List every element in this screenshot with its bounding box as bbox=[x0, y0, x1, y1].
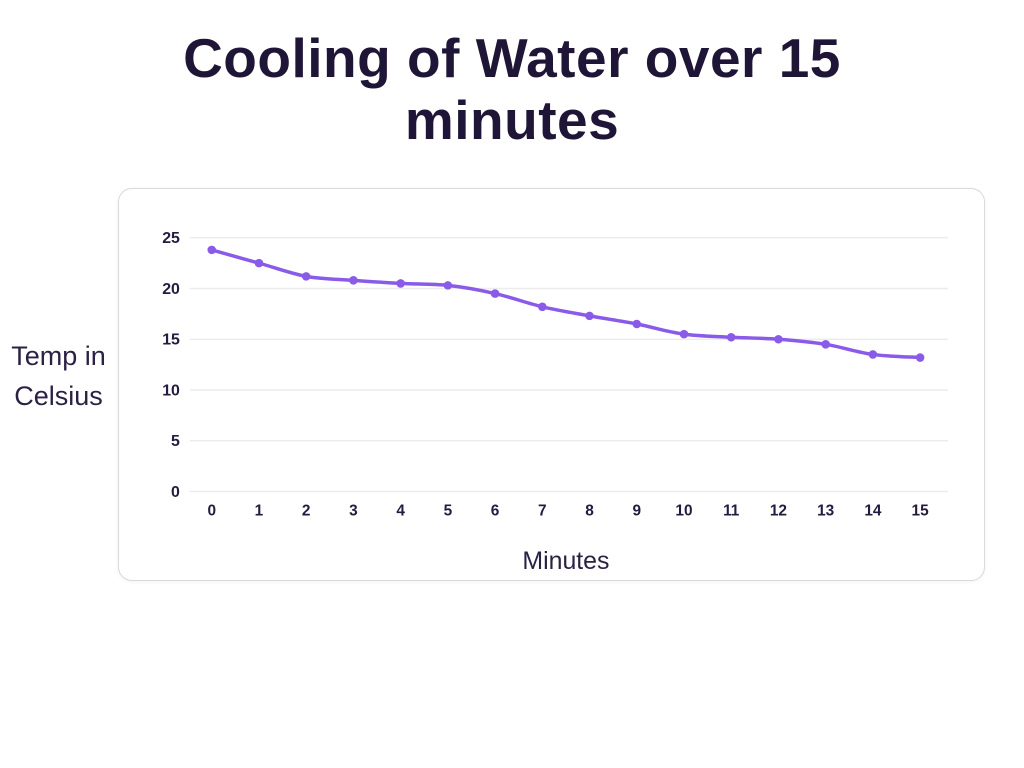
data-point-marker bbox=[349, 276, 358, 285]
x-tick-label: 4 bbox=[396, 502, 405, 519]
x-tick-label: 12 bbox=[770, 502, 787, 519]
x-tick-label: 5 bbox=[444, 502, 453, 519]
data-point-marker bbox=[396, 279, 405, 288]
y-tick-label: 5 bbox=[171, 433, 180, 450]
y-tick-label: 15 bbox=[162, 332, 180, 349]
y-tick-label: 25 bbox=[162, 230, 180, 247]
x-tick-label: 7 bbox=[538, 502, 547, 519]
x-tick-label: 9 bbox=[632, 502, 641, 519]
data-point-marker bbox=[679, 329, 689, 339]
data-point-marker bbox=[254, 258, 264, 268]
chart-card: 0 5 10 15 20 25 0 1 2 3 4 5 6 7 8 9 10 11 12 13 14 15 Minutes bbox=[118, 188, 985, 581]
x-tick-label: 10 bbox=[675, 502, 692, 519]
data-point-marker bbox=[726, 332, 736, 342]
x-tick-label: 11 bbox=[723, 502, 740, 519]
data-point-marker bbox=[538, 302, 547, 312]
x-tick-label: 14 bbox=[864, 502, 882, 519]
x-tick-label: 6 bbox=[491, 502, 500, 519]
data-point-marker bbox=[490, 289, 500, 298]
data-point-marker bbox=[443, 281, 453, 290]
x-tick-label: 0 bbox=[207, 502, 216, 519]
x-tick-label: 15 bbox=[912, 502, 930, 519]
x-tick-label: 13 bbox=[817, 502, 835, 519]
y-axis-title: Temp in Celsius bbox=[11, 341, 106, 411]
data-point-marker bbox=[868, 350, 878, 359]
y-tick-label: 20 bbox=[162, 281, 180, 298]
x-axis-title: Minutes bbox=[522, 547, 609, 575]
y-tick-label: 10 bbox=[162, 382, 180, 399]
series-line bbox=[209, 248, 922, 360]
data-point-marker bbox=[821, 340, 830, 349]
data-point-marker bbox=[207, 245, 217, 255]
y-tick-label: 0 bbox=[171, 484, 180, 501]
chart-title: Cooling of Water over 15 minutes bbox=[183, 27, 841, 151]
data-point-marker bbox=[632, 319, 642, 329]
x-tick-label: 1 bbox=[255, 502, 264, 519]
x-tick-label: 3 bbox=[349, 502, 358, 519]
data-point-marker bbox=[915, 353, 925, 362]
data-point-marker bbox=[774, 334, 783, 344]
data-point-marker bbox=[301, 272, 311, 281]
x-tick-label: 2 bbox=[302, 502, 311, 519]
x-tick-label: 8 bbox=[585, 502, 594, 519]
data-point-marker bbox=[585, 311, 594, 321]
